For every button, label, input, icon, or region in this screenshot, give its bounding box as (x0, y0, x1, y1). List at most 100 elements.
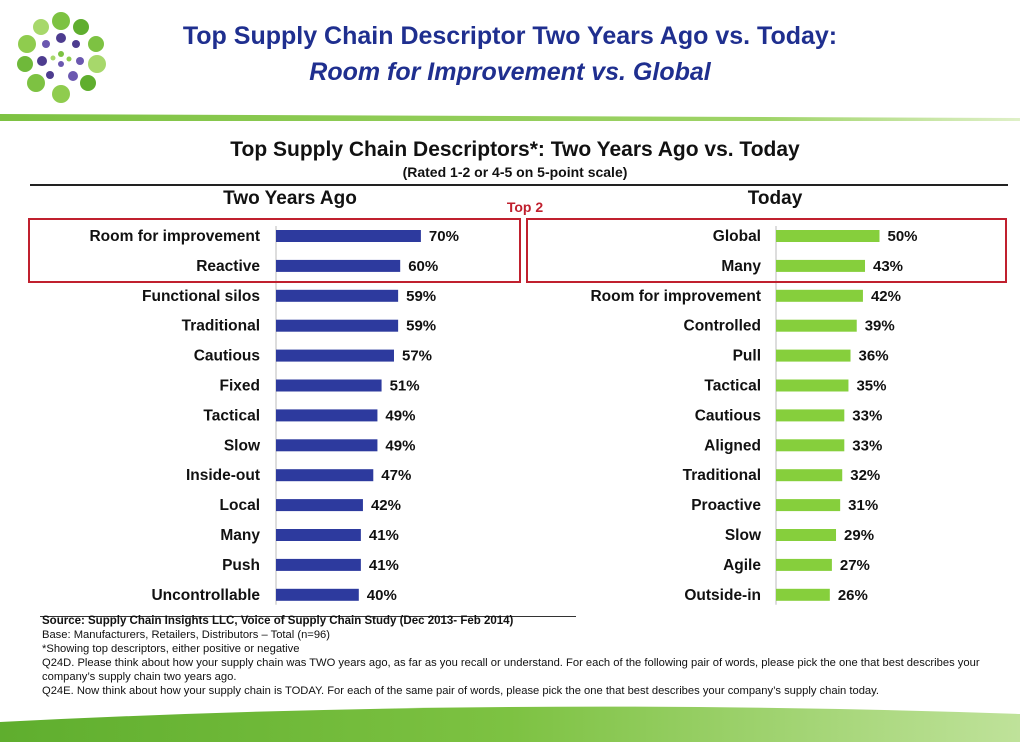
value-label-ago: 42% (371, 497, 401, 514)
bar-chart-today: Global 50% Many 43% Room for improvement 42% C… (526, 218, 1007, 605)
category-label-ago: Room for improvement (89, 228, 260, 245)
bar-today (776, 349, 851, 362)
category-label-ago: Uncontrollable (151, 587, 260, 604)
chart-title-rule (30, 184, 1008, 186)
value-label-today: 29% (844, 527, 874, 544)
header-divider (0, 114, 1020, 121)
bar-today (776, 289, 863, 302)
value-label-ago: 41% (369, 527, 399, 544)
bar-ago (276, 230, 421, 242)
category-label-ago: Push (222, 557, 260, 574)
value-label-ago: 49% (385, 437, 415, 454)
bar-today (776, 588, 830, 601)
bar-today (776, 499, 841, 512)
category-label-ago: Slow (224, 437, 261, 454)
top2-highlight-box-ago (28, 218, 521, 283)
slide-title: Top Supply Chain Descriptor Two Years Ag… (182, 22, 838, 50)
value-label-today: 36% (859, 348, 889, 365)
category-label-today: Slow (725, 527, 762, 544)
value-label-today: 35% (856, 378, 886, 395)
category-label-today: Controlled (684, 318, 762, 335)
category-label-today: Traditional (683, 467, 761, 484)
bar-ago (276, 259, 401, 272)
top2-label: Top 2 (506, 199, 544, 215)
question-q24d: Q24D. Please think about how your supply… (42, 657, 980, 683)
value-label-today: 39% (865, 318, 895, 335)
bar-ago (276, 379, 382, 392)
value-label-today: 31% (848, 497, 878, 514)
category-label-ago: Fixed (220, 378, 260, 395)
value-label-today: 42% (871, 288, 901, 305)
bar-ago (276, 499, 363, 512)
bar-ago (276, 409, 378, 422)
chart-title: Top Supply Chain Descriptors*: Two Years… (230, 138, 800, 161)
value-label-today: 33% (852, 437, 882, 454)
bar-today (776, 319, 857, 332)
category-label-ago: Many (220, 527, 260, 544)
notes-rule (40, 616, 576, 617)
company-logo (17, 12, 106, 103)
bar-ago (276, 588, 359, 601)
value-label-today: 26% (838, 587, 868, 604)
category-label-today: Outside-in (684, 587, 761, 604)
category-label-today: Global (713, 228, 761, 245)
value-label-today: 50% (888, 228, 918, 245)
value-label-ago: 40% (367, 587, 397, 604)
value-label-ago: 49% (385, 407, 415, 424)
category-label-today: Agile (723, 557, 761, 574)
category-label-ago: Reactive (196, 258, 260, 275)
bar-ago (276, 349, 394, 362)
value-label-ago: 41% (369, 557, 399, 574)
value-label-today: 27% (840, 557, 870, 574)
bar-today (776, 409, 845, 422)
value-label-ago: 60% (408, 258, 438, 275)
source-note: Source: Supply Chain Insights LLC, Voice… (42, 615, 514, 627)
value-label-today: 33% (852, 407, 882, 424)
bar-today (776, 379, 849, 392)
value-label-ago: 59% (406, 318, 436, 335)
question-q24e: Q24E. Now think about how your supply ch… (42, 685, 880, 697)
value-label-ago: 47% (381, 467, 411, 484)
category-label-today: Tactical (704, 378, 761, 395)
bar-ago (276, 558, 361, 571)
bar-today (776, 259, 866, 272)
logo-dots (17, 12, 106, 103)
bar-today (776, 558, 832, 571)
chart-subtitle: (Rated 1-2 or 4-5 on 5-point scale) (402, 164, 628, 180)
category-label-today: Proactive (691, 497, 761, 514)
value-label-ago: 57% (402, 348, 432, 365)
category-label-ago: Traditional (182, 318, 260, 335)
value-label-ago: 59% (406, 288, 436, 305)
value-label-today: 32% (850, 467, 880, 484)
panel-title-today: Today (747, 188, 803, 209)
category-label-today: Room for improvement (590, 288, 761, 305)
bar-today (776, 529, 837, 541)
slide-subtitle: Room for Improvement vs. Global (309, 58, 711, 86)
category-label-ago: Tactical (203, 407, 260, 424)
top2-highlight-box-today (526, 218, 1007, 283)
category-label-today: Aligned (704, 437, 761, 454)
bar-ago (276, 469, 374, 482)
bar-ago (276, 439, 378, 452)
category-label-today: Many (721, 258, 761, 275)
bar-ago (276, 319, 399, 332)
panel-title-two-years-ago: Two Years Ago (223, 188, 357, 209)
bar-chart-ago: Room for improvement 70% Reactive 60% Functi… (28, 218, 521, 605)
bar-today (776, 469, 843, 482)
category-label-ago: Cautious (194, 348, 260, 365)
footnotes: Source: Supply Chain Insights LLC, Voice… (42, 614, 1017, 698)
value-label-today: 43% (873, 258, 903, 275)
asterisk-note: *Showing top descriptors, either positiv… (42, 643, 300, 655)
base-note: Base: Manufacturers, Retailers, Distribu… (42, 629, 330, 641)
bar-ago (276, 529, 361, 541)
bar-today (776, 230, 880, 242)
category-label-today: Pull (733, 348, 761, 365)
bar-today (776, 439, 845, 452)
footer-swoosh (0, 706, 1020, 742)
category-label-ago: Functional silos (142, 288, 260, 305)
value-label-ago: 51% (390, 378, 420, 395)
value-label-ago: 70% (429, 228, 459, 245)
category-label-ago: Inside-out (186, 467, 260, 484)
bar-ago (276, 289, 399, 302)
